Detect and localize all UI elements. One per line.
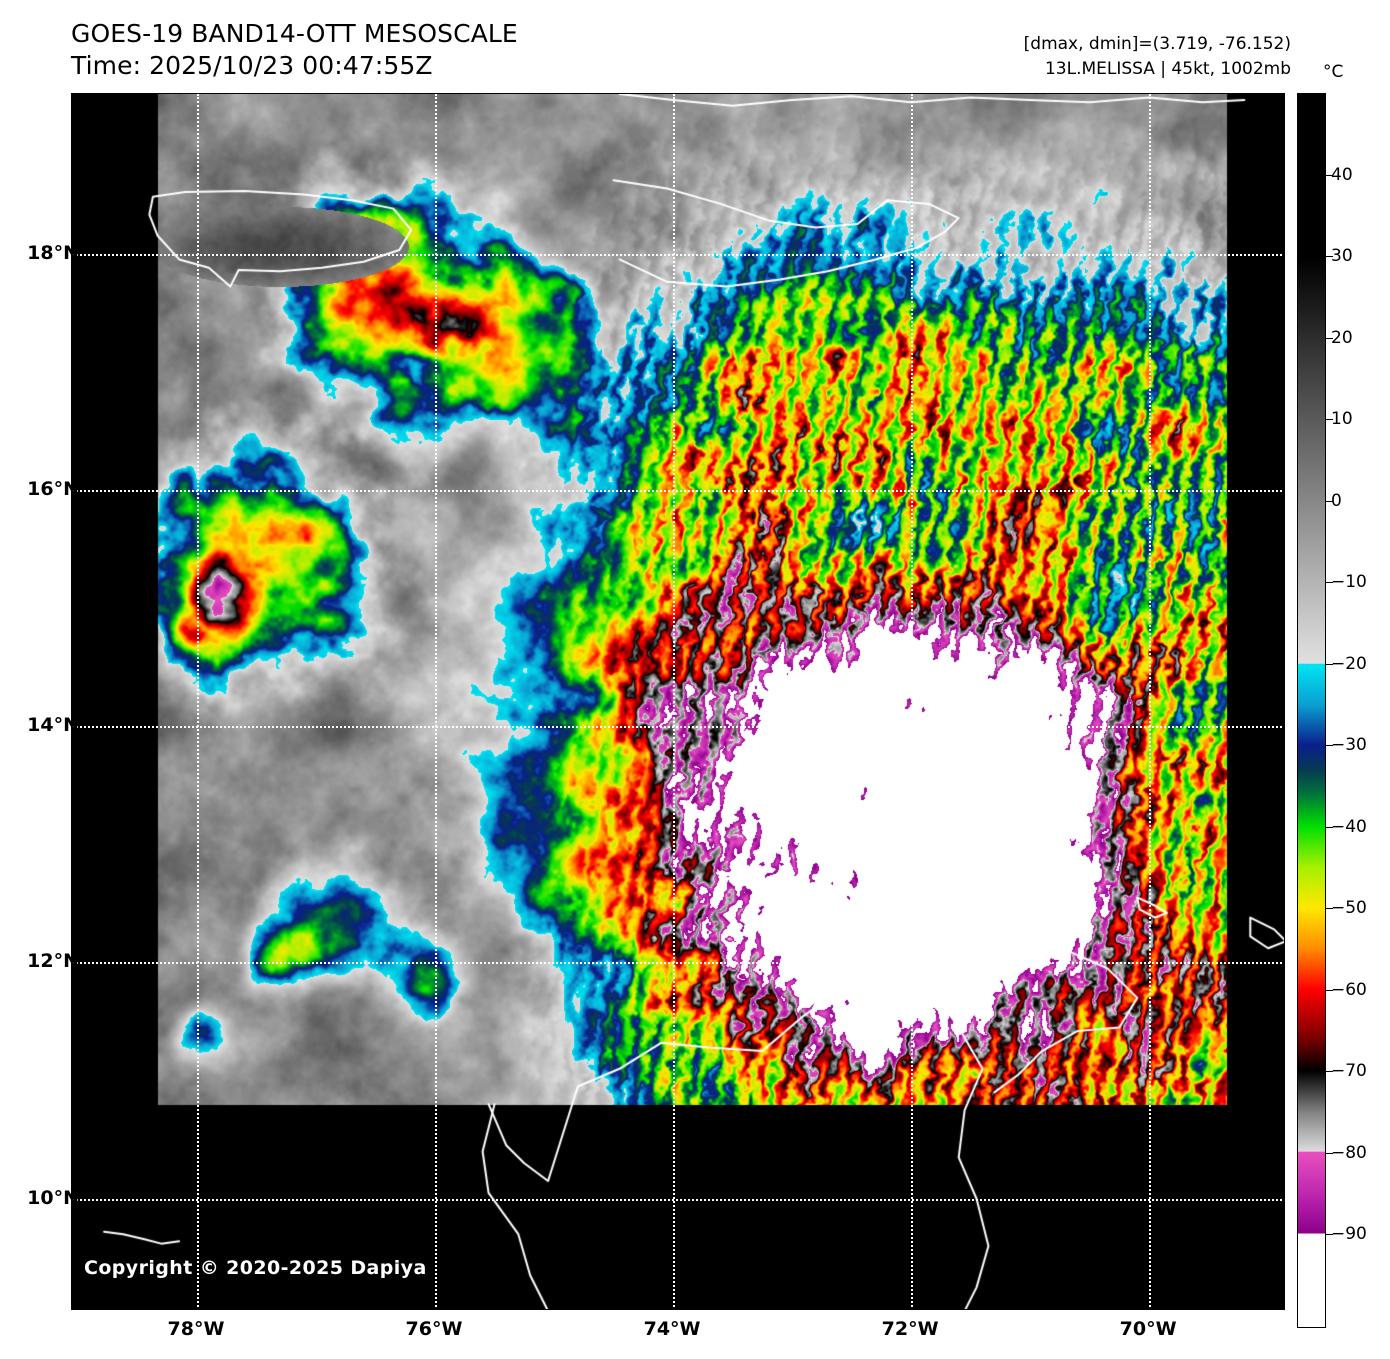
colorbar-tick-mark bbox=[1326, 663, 1333, 665]
colorbar-tick-label: 40 bbox=[1331, 164, 1353, 185]
colorbar-tick-mark bbox=[1326, 1234, 1333, 1236]
colorbar-tick-mark bbox=[1326, 908, 1333, 910]
x-axis-tick-label: 70°W bbox=[1119, 1318, 1177, 1340]
colorbar-tick-mark bbox=[1326, 174, 1333, 176]
x-axis-tick-label: 78°W bbox=[167, 1318, 225, 1340]
y-axis-tick-label: 12°N bbox=[27, 950, 79, 973]
copyright-label: Copyright © 2020-2025 Dapiya bbox=[84, 1257, 427, 1279]
colorbar-gradient bbox=[1298, 94, 1325, 1327]
colorbar-tick-label: 10 bbox=[1331, 409, 1353, 430]
data-minmax-label: [dmax, dmin]=(3.719, -76.152) bbox=[1023, 34, 1291, 54]
y-axis-tick-label: 18°N bbox=[27, 241, 79, 264]
colorbar-unit-label: °C bbox=[1323, 62, 1344, 82]
colorbar-tick-label: −60 bbox=[1331, 979, 1367, 1000]
y-axis-tick-label: 16°N bbox=[27, 477, 79, 500]
colorbar-tick-mark bbox=[1326, 826, 1333, 828]
metadata-block: [dmax, dmin]=(3.719, -76.152) 13L.MELISS… bbox=[1024, 32, 1291, 81]
colorbar bbox=[1297, 93, 1326, 1328]
colorbar-tick-label: 30 bbox=[1331, 246, 1353, 267]
x-axis-tick-label: 74°W bbox=[643, 1318, 701, 1340]
title-block: GOES-19 BAND14-OTT MESOSCALE Time: 2025/… bbox=[71, 18, 518, 82]
colorbar-tick-label: −90 bbox=[1331, 1224, 1367, 1245]
satellite-imagery-canvas bbox=[72, 94, 1284, 1309]
colorbar-tick-label: −70 bbox=[1331, 1061, 1367, 1082]
colorbar-tick-mark bbox=[1326, 419, 1333, 421]
colorbar-tick-mark bbox=[1326, 989, 1333, 991]
colorbar-tick-mark bbox=[1326, 256, 1333, 258]
x-axis-tick-label: 76°W bbox=[405, 1318, 463, 1340]
colorbar-tick-mark bbox=[1326, 1071, 1333, 1073]
colorbar-tick-label: −40 bbox=[1331, 816, 1367, 837]
colorbar-tick-label: −50 bbox=[1331, 898, 1367, 919]
x-axis-tick-label: 72°W bbox=[881, 1318, 939, 1340]
colorbar-tick-mark bbox=[1326, 1152, 1333, 1154]
page-title: GOES-19 BAND14-OTT MESOSCALE bbox=[71, 19, 518, 48]
storm-info-label: 13L.MELISSA | 45kt, 1002mb bbox=[1044, 58, 1291, 79]
colorbar-tick-label: −80 bbox=[1331, 1142, 1367, 1163]
colorbar-tick-label: 20 bbox=[1331, 327, 1353, 348]
colorbar-tick-mark bbox=[1326, 745, 1333, 747]
satellite-plot: Copyright © 2020-2025 Dapiya bbox=[71, 93, 1285, 1310]
colorbar-tick-label: −20 bbox=[1331, 653, 1367, 674]
timestamp: Time: 2025/10/23 00:47:55Z bbox=[71, 51, 433, 80]
colorbar-tick-mark bbox=[1326, 500, 1333, 502]
colorbar-tick-label: −10 bbox=[1331, 572, 1367, 593]
colorbar-tick-label: 0 bbox=[1331, 490, 1342, 511]
y-axis-tick-label: 14°N bbox=[27, 714, 79, 737]
y-axis-tick-label: 10°N bbox=[27, 1186, 79, 1209]
colorbar-tick-label: −30 bbox=[1331, 735, 1367, 756]
colorbar-tick-mark bbox=[1326, 582, 1333, 584]
colorbar-tick-mark bbox=[1326, 337, 1333, 339]
